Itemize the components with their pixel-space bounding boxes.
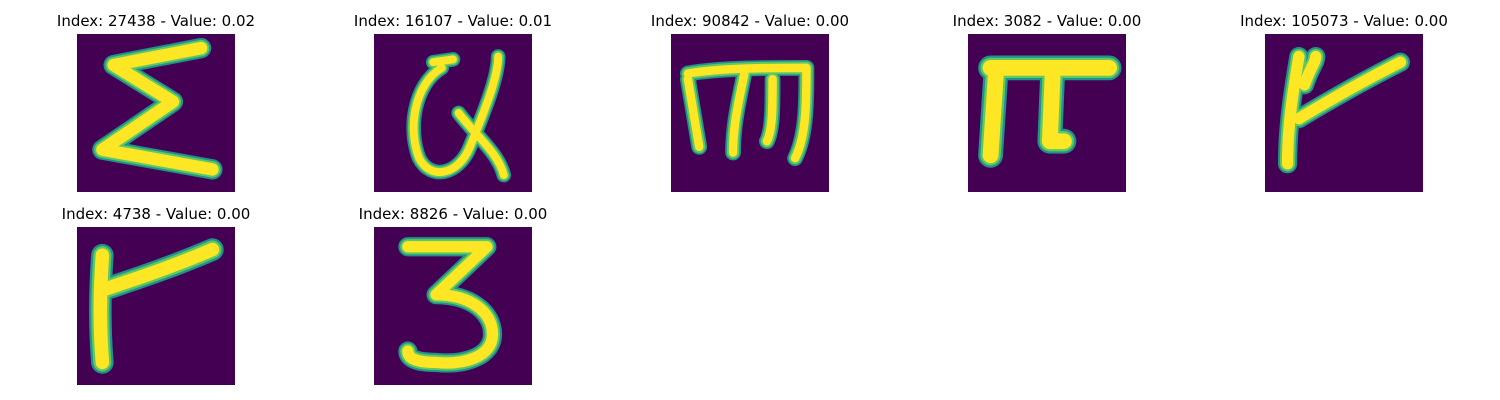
sample-panel-5: Index: 105073 - Value: 0.00	[1214, 12, 1474, 202]
sample-panel-4: Index: 3082 - Value: 0.00	[917, 12, 1177, 202]
glyph-image-flag	[77, 227, 235, 385]
panel-title: Index: 27438 - Value: 0.02	[26, 12, 286, 30]
sample-panel-2: Index: 16107 - Value: 0.01	[323, 12, 583, 202]
glyph-image-3	[374, 227, 532, 385]
sample-panel-6: Index: 4738 - Value: 0.00	[26, 205, 286, 395]
glyph-image-a	[374, 34, 532, 192]
panel-title: Index: 90842 - Value: 0.00	[620, 12, 880, 30]
glyph-image-m	[671, 34, 829, 192]
sample-panel-3: Index: 90842 - Value: 0.00	[620, 12, 880, 202]
sample-panel-1: Index: 27438 - Value: 0.02	[26, 12, 286, 202]
panel-title: Index: 3082 - Value: 0.00	[917, 12, 1177, 30]
glyph-image-pi	[968, 34, 1126, 192]
panel-title: Index: 8826 - Value: 0.00	[323, 205, 583, 223]
glyph-image-y	[1265, 34, 1423, 192]
panel-title: Index: 105073 - Value: 0.00	[1214, 12, 1474, 30]
panel-title: Index: 16107 - Value: 0.01	[323, 12, 583, 30]
sample-panel-7: Index: 8826 - Value: 0.00	[323, 205, 583, 395]
panel-title: Index: 4738 - Value: 0.00	[26, 205, 286, 223]
glyph-image-sigma	[77, 34, 235, 192]
